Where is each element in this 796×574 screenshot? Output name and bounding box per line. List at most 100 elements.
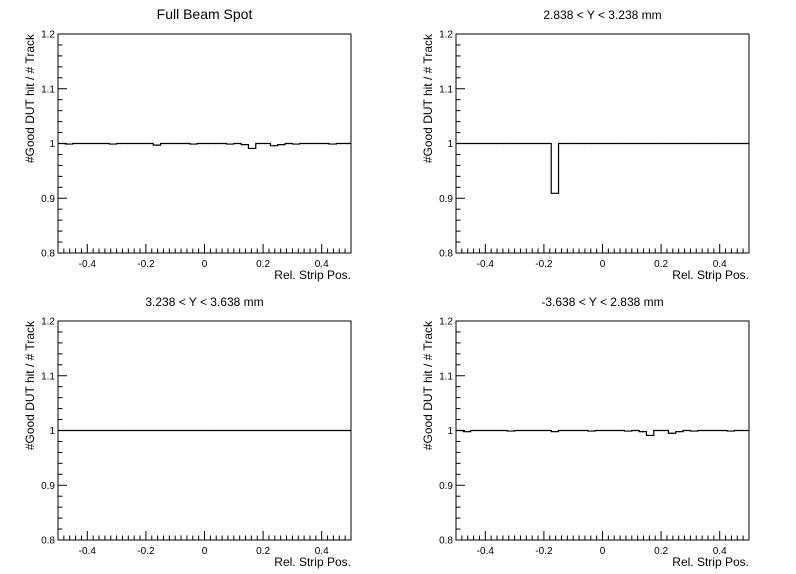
bin-point — [678, 142, 681, 145]
bin-point — [324, 429, 326, 432]
bin-point — [310, 142, 312, 145]
bin-point — [163, 142, 165, 145]
bin-point — [244, 143, 246, 146]
bin-point — [649, 142, 651, 145]
x-tick-label: -0.2 — [535, 259, 553, 270]
x-tick-label: 0 — [202, 546, 208, 557]
x-tick-label: 0 — [202, 259, 208, 270]
y-axis-label: #Good DUT hit / # Track — [23, 33, 37, 163]
bin-point — [503, 429, 505, 432]
bin-point — [722, 429, 724, 432]
bin-point — [302, 429, 304, 432]
y-tick-label: 1.1 — [439, 371, 453, 382]
bin-point — [192, 429, 195, 432]
bin-point — [598, 429, 600, 432]
y-tick-label: 1 — [49, 426, 55, 437]
bin-point — [134, 142, 136, 145]
bin-point — [510, 430, 512, 432]
panel-2: 2.838 < Y < 3.238 mm -0.4 -0.2 0 0.2 0.4 0.8 0.… — [421, 8, 750, 282]
bin-point — [693, 430, 695, 432]
bin-point — [583, 429, 585, 432]
y-axis-label: #Good DUT hit / # Track — [23, 320, 37, 450]
bin-point — [473, 429, 475, 432]
bin-point — [700, 429, 702, 432]
bin-point — [178, 429, 180, 432]
bin-point — [222, 142, 224, 145]
bin-point — [576, 142, 578, 145]
bin-point — [488, 429, 490, 432]
bin-point — [90, 429, 92, 432]
bin-point — [737, 142, 739, 145]
y-tick-label: 0.8 — [41, 536, 55, 547]
x-tick-label: 0 — [600, 546, 606, 557]
bin-point — [332, 143, 334, 145]
bin-point — [112, 429, 114, 432]
x-axis-label: Rel. Strip Pos. — [274, 268, 351, 282]
x-tick-label: -0.4 — [79, 259, 97, 270]
x-tick-label: -0.4 — [79, 546, 97, 557]
bin-point — [192, 143, 195, 145]
bin-point — [583, 142, 585, 145]
bin-point — [649, 434, 651, 437]
bin-point — [708, 142, 710, 145]
y-tick-label: 0.9 — [41, 481, 55, 492]
bin-point — [229, 143, 231, 145]
bin-point — [148, 429, 151, 432]
bin-point — [466, 430, 468, 433]
y-tick-label: 1.1 — [41, 371, 55, 382]
bin-point — [510, 142, 512, 145]
bin-point — [214, 429, 217, 432]
bin-point — [119, 429, 121, 432]
bin-point — [627, 142, 629, 145]
bin-point — [346, 142, 348, 145]
bin-point — [251, 147, 253, 150]
bin-point — [517, 142, 519, 145]
bin-point — [554, 430, 556, 433]
bin-point — [561, 142, 563, 145]
bin-point — [488, 142, 490, 145]
bin-point — [148, 142, 151, 145]
bin-point — [207, 142, 209, 145]
bin-point — [503, 142, 505, 145]
bin-point — [730, 430, 732, 432]
x-tick-label: -0.4 — [477, 259, 495, 270]
y-tick-label: 1.2 — [41, 317, 55, 328]
x-tick-label: -0.4 — [477, 546, 495, 557]
bin-point — [178, 142, 180, 145]
bin-point — [105, 429, 107, 432]
efficiency-histogram-line — [456, 429, 749, 437]
bin-point — [459, 429, 461, 432]
bin-point — [656, 429, 659, 432]
bin-point — [686, 429, 688, 432]
x-tick-label: -0.2 — [137, 259, 155, 270]
bin-point — [156, 144, 158, 146]
y-axis-label: #Good DUT hit / # Track — [421, 320, 435, 450]
bin-point — [539, 429, 541, 432]
bin-point — [266, 142, 268, 145]
bin-point — [671, 142, 673, 145]
bin-point — [236, 142, 239, 145]
panel-1: Full Beam Spot -0.4 -0.2 0 0.2 0.4 0.8 0.9 1 1.1 1… — [23, 6, 352, 282]
bin-point — [642, 142, 644, 145]
y-tick-label: 0.8 — [41, 249, 55, 260]
bin-point — [170, 142, 173, 145]
y-tick-label: 1 — [447, 139, 453, 150]
bin-point — [466, 142, 468, 145]
bin-point — [473, 142, 475, 145]
bin-point — [634, 429, 637, 432]
bin-point — [280, 429, 283, 432]
chart-title: -3.638 < Y < 2.838 mm — [541, 295, 663, 309]
efficiency-histogram-line — [58, 142, 351, 150]
bin-point — [664, 142, 666, 145]
bin-point — [346, 429, 348, 432]
bin-point — [112, 143, 114, 145]
x-axis-label: Rel. Strip Pos. — [672, 268, 749, 282]
bin-point — [317, 429, 319, 432]
y-tick-label: 1.2 — [41, 30, 55, 41]
bin-point — [68, 429, 70, 432]
bin-point — [481, 429, 483, 432]
bin-point — [693, 142, 695, 145]
x-tick-label: -0.2 — [137, 546, 155, 557]
x-axis-label: Rel. Strip Pos. — [274, 555, 351, 569]
